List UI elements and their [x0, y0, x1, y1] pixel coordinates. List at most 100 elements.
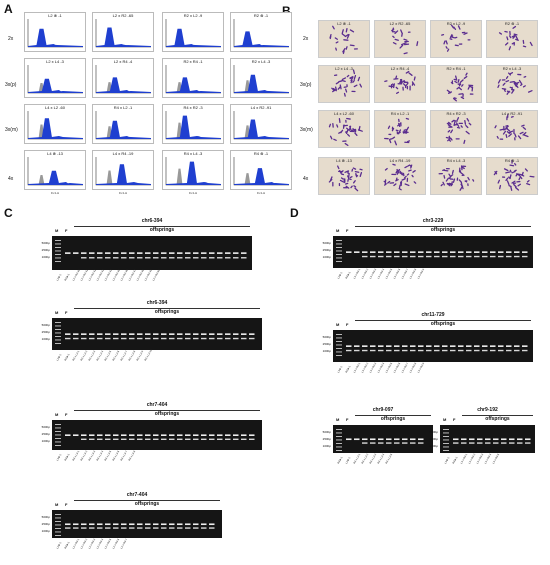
pcr-band: [370, 442, 376, 444]
chromosome: [404, 165, 408, 169]
gel-bands: [336, 240, 528, 262]
pcr-band: [233, 438, 239, 440]
ladder-band: [55, 531, 61, 533]
flow-cell-title: R2 x R4 -1: [183, 59, 203, 64]
chromosome: [524, 168, 528, 172]
chromosome: [508, 184, 512, 188]
pcr-band: [209, 438, 215, 440]
chromosome: [405, 126, 410, 132]
gel-image: [52, 420, 262, 450]
pcr-band: [145, 337, 151, 340]
chromosome: [509, 86, 513, 89]
lane-labels: L2⊗-1 R2⊗-1 R2 x L2-1R2 x L2-2R2 x L2-3R2 …: [56, 349, 153, 363]
karyotype-micrograph: [374, 20, 426, 58]
chromosome: [332, 87, 337, 92]
lane-label: L4 x R4-9: [417, 268, 426, 280]
pcr-band: [145, 252, 151, 254]
offspring-bracket: [74, 500, 220, 501]
pcr-band: [354, 251, 360, 253]
karyotype-micrograph: [486, 157, 538, 195]
flow-histogram-plot: [95, 157, 151, 186]
pcr-band: [370, 255, 376, 258]
pcr-band: [466, 255, 472, 258]
lane-label: L4⊗-1: [56, 453, 63, 462]
flow-axis: [95, 111, 151, 140]
chromosome: [328, 178, 333, 183]
chromosome: [505, 42, 509, 46]
pcr-band: [161, 523, 167, 526]
paternal-label: F: [65, 412, 68, 417]
pcr-band: [418, 442, 424, 444]
pcr-band: [129, 333, 135, 335]
chromosome: [332, 89, 335, 93]
pcr-band: [370, 251, 376, 253]
chromosome: [392, 163, 396, 166]
chromosome: [349, 125, 352, 131]
chromosome: [344, 33, 349, 38]
flow-histogram-cell: L2 ⊗ -1: [24, 12, 86, 52]
lane-label: L4 x R4-3: [476, 453, 485, 465]
lane-label: L4 x R2-3: [369, 362, 378, 374]
pcr-band: [81, 527, 87, 529]
chromosome-spread: [445, 117, 472, 144]
pcr-band: [394, 438, 400, 441]
ladder-band: [55, 322, 61, 323]
chromosome: [494, 125, 497, 129]
pcr-band: [442, 349, 448, 352]
chromosome: [397, 123, 401, 127]
chromosome: [341, 79, 346, 83]
pcr-band: [193, 438, 199, 440]
gel-bands: [443, 429, 531, 451]
chromosome: [514, 162, 517, 166]
pcr-band: [426, 255, 432, 258]
pcr-band: [394, 345, 400, 347]
flow-axis: [95, 65, 151, 94]
pcr-band: [386, 349, 392, 352]
pcr-band: [225, 257, 231, 259]
lane-label: L4⊗-1: [337, 365, 344, 374]
chromosome: [345, 28, 348, 33]
chromosome: [446, 182, 452, 186]
chromosome: [345, 185, 350, 189]
karyotype-title: L4 ⊗ -13: [336, 158, 352, 163]
chromosome: [346, 170, 350, 173]
lane-label: L2⊗-1: [56, 353, 63, 362]
chromosome: [465, 72, 468, 76]
pcr-band: [485, 438, 491, 441]
chromosome: [453, 26, 457, 30]
flow-histogram-cell: L2 x R2 -65: [92, 12, 154, 52]
pcr-band: [169, 337, 175, 340]
karyotype-micrograph: [374, 65, 426, 103]
flow-histogram-cell: L4 x L2 -60: [24, 104, 86, 144]
chromosome: [458, 93, 464, 95]
chromosome: [464, 180, 468, 183]
chromosome: [456, 86, 460, 90]
chromosome: [333, 138, 337, 141]
chromosome: [457, 78, 460, 83]
ladder-band: [55, 434, 61, 436]
pcr-band: [185, 252, 191, 254]
pcr-band: [485, 442, 491, 444]
control-peak: [38, 174, 45, 185]
row-label-4x: 4x: [8, 176, 14, 182]
pcr-band: [145, 438, 151, 440]
chromosome: [396, 131, 400, 135]
chromosome: [403, 38, 408, 41]
pcr-band: [386, 442, 392, 444]
pcr-band: [474, 255, 480, 258]
pcr-band: [113, 438, 119, 440]
flow-histogram-plot: [233, 19, 289, 48]
karyotype-title: R2 x L4 -3: [502, 66, 522, 71]
pcr-band: [89, 337, 95, 340]
chromosome: [446, 48, 450, 52]
chromosome: [354, 170, 360, 173]
lane-label: R4⊗-1: [64, 453, 71, 462]
lane-labels: L4⊗-1 R2⊗-1 L4 x R2-1L4 x R2-2L4 x R2-3L4 …: [337, 362, 425, 375]
karyotype-micrograph: [430, 110, 482, 148]
flow-cell-title: R2 x L4 -3: [251, 59, 271, 64]
chromosome: [343, 92, 346, 97]
pcr-band: [65, 523, 71, 526]
pcr-band: [418, 438, 424, 441]
flow-histogram-plot: [27, 19, 83, 48]
chromosome: [355, 172, 358, 178]
